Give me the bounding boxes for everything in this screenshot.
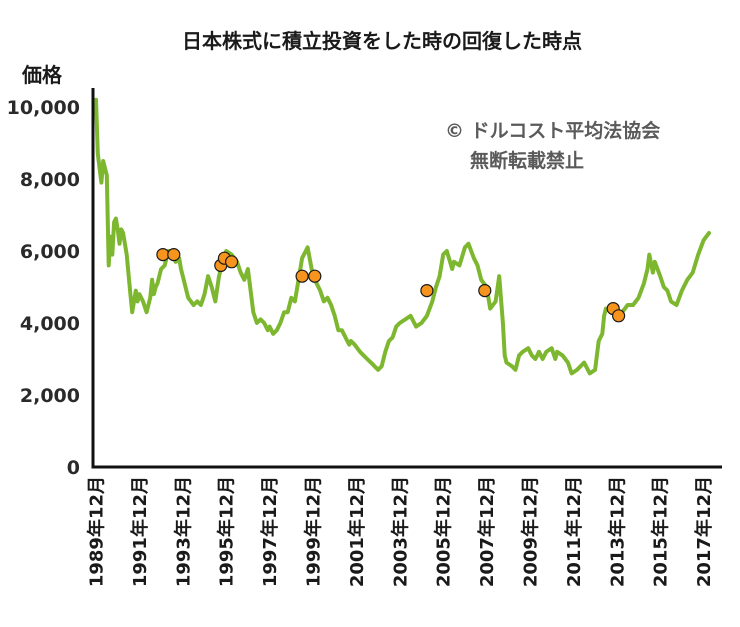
x-tick-label: 1999年12月	[303, 476, 325, 587]
y-tick-label: 0	[67, 457, 80, 479]
chart-title: 日本株式に積立投資をした時の回復した時点	[182, 29, 582, 53]
x-axis-ticks: 1989年12月 1991年12月 1993年12月 1995年12月 1997年12月…	[86, 476, 716, 587]
y-tick-label: 4,000	[20, 313, 80, 335]
recovery-point	[611, 309, 626, 323]
y-tick-label: 2,000	[20, 385, 80, 407]
recovery-point	[420, 284, 434, 298]
y-axis-ticks: 0 2,000 4,000 6,000 8,000 10,000	[7, 97, 80, 479]
recovery-point	[167, 248, 181, 262]
y-tick-label: 6,000	[20, 241, 80, 263]
x-tick-label: 1993年12月	[172, 476, 194, 587]
y-axis-label: 価格	[21, 63, 63, 87]
y-tick-label: 10,000	[7, 97, 80, 119]
copyright-annotation: © ドルコスト平均法協会	[445, 119, 660, 142]
recovery-points-layer	[156, 248, 626, 323]
recovery-point	[308, 269, 322, 283]
series-layer	[94, 97, 711, 376]
recovery-point	[156, 248, 170, 262]
x-tick-label: 2011年12月	[563, 476, 585, 587]
x-tick-label: 2017年12月	[693, 476, 715, 587]
y-tick-label: 8,000	[20, 169, 80, 191]
no-reproduction-annotation: 無断転載禁止	[470, 149, 584, 172]
x-tick-label: 2003年12月	[389, 476, 411, 587]
recovery-point	[478, 284, 492, 298]
recovery-point	[295, 269, 309, 283]
x-tick-label: 2005年12月	[433, 476, 455, 587]
x-tick-label: 2007年12月	[476, 476, 498, 587]
x-tick-label: 2015年12月	[650, 476, 672, 587]
x-tick-label: 2009年12月	[520, 476, 542, 587]
x-tick-label: 1995年12月	[216, 476, 238, 587]
x-tick-label: 1991年12月	[129, 476, 151, 587]
x-tick-label: 1997年12月	[259, 476, 281, 587]
x-tick-label: 2001年12月	[346, 476, 368, 587]
x-tick-label: 2013年12月	[606, 476, 628, 587]
series-line	[94, 97, 711, 376]
recovery-point	[225, 255, 239, 269]
x-tick-label: 1989年12月	[86, 476, 108, 587]
